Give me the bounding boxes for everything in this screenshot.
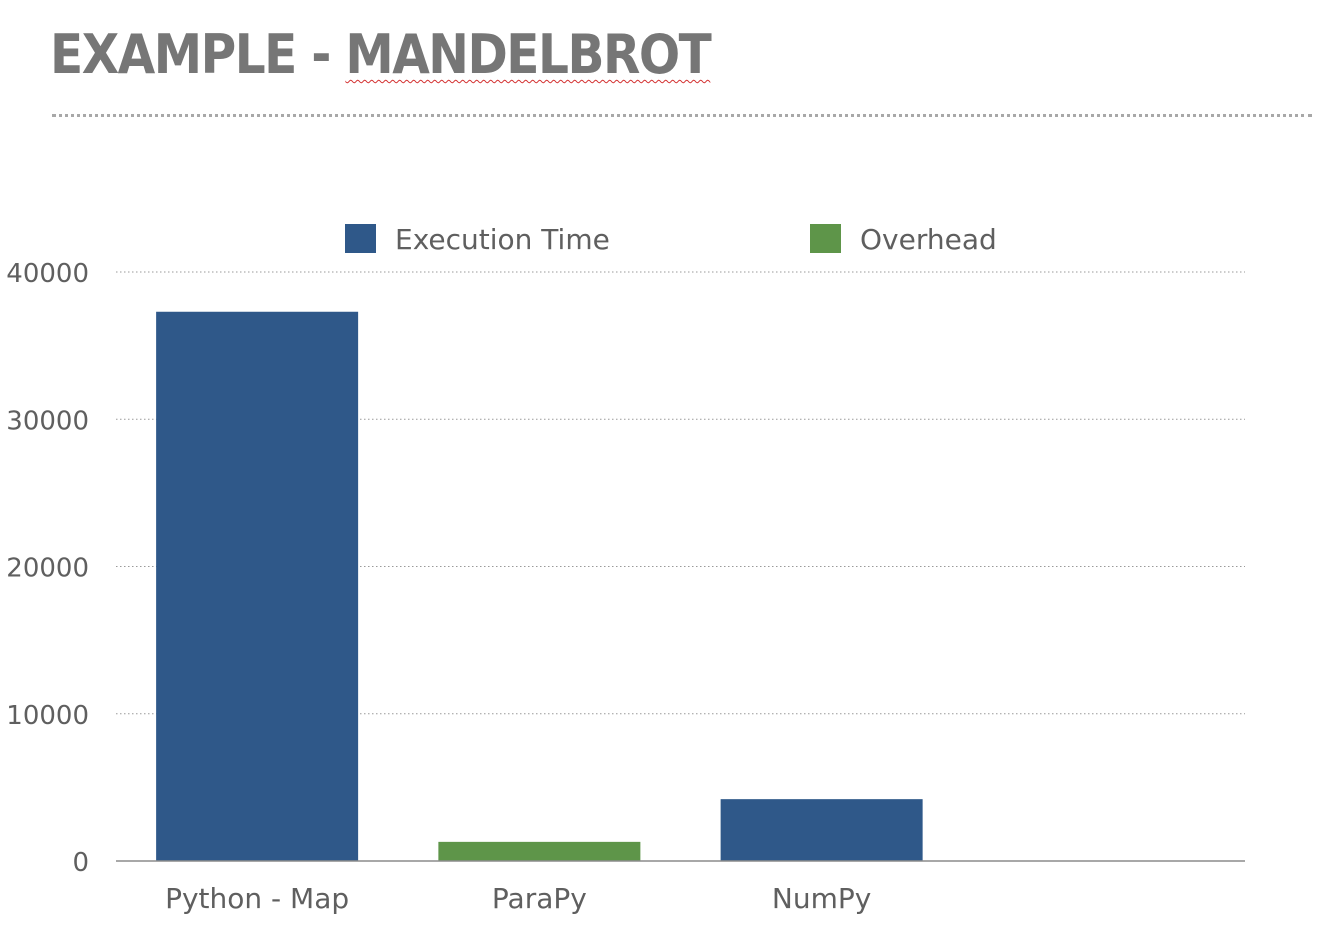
bar-numpy xyxy=(720,799,923,861)
title-divider xyxy=(52,114,1312,117)
bar-parapy xyxy=(438,841,641,861)
y-tick-label: 40000 xyxy=(6,259,89,289)
title-prefix: EXAMPLE - xyxy=(50,23,346,86)
legend-label: Execution Time xyxy=(395,223,610,256)
y-tick-label: 0 xyxy=(72,848,89,878)
legend: Execution Time Overhead xyxy=(345,223,997,256)
y-tick-label: 10000 xyxy=(6,701,89,731)
title-highlight: MANDELBROT xyxy=(345,23,711,86)
legend-label: Overhead xyxy=(860,223,997,256)
x-tick-label: ParaPy xyxy=(492,882,587,915)
y-tick-label: 30000 xyxy=(6,406,89,436)
bar-python-map xyxy=(156,311,359,861)
y-axis-ticks: 0 10000 20000 30000 40000 xyxy=(6,259,89,878)
slide-title: EXAMPLE - MANDELBROT xyxy=(50,22,712,88)
x-axis-ticks: Python - Map ParaPy NumPy xyxy=(165,882,871,915)
y-tick-label: 20000 xyxy=(6,554,89,584)
legend-swatch xyxy=(810,224,841,253)
x-tick-label: NumPy xyxy=(772,882,871,915)
legend-swatch xyxy=(345,224,376,253)
bars xyxy=(156,311,923,861)
x-tick-label: Python - Map xyxy=(165,882,349,915)
